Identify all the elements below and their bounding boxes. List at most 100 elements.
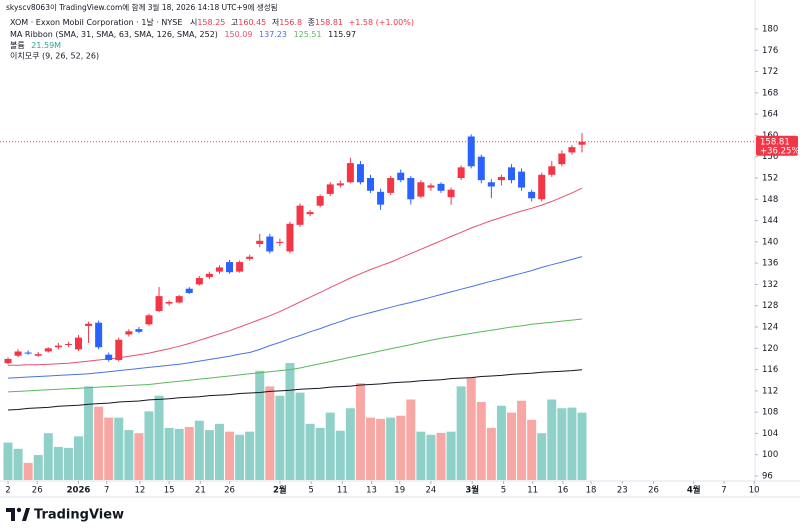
candle-body: [286, 223, 294, 252]
volume-bar: [174, 428, 184, 480]
logo-icon: [22, 508, 30, 521]
volume-bar: [255, 370, 265, 480]
candle-body: [115, 339, 123, 360]
candle-body: [548, 166, 556, 175]
x-tick-label: 24: [426, 486, 437, 496]
last-price-box: [756, 135, 798, 156]
volume-bar: [335, 430, 345, 480]
y-tick-label: 108: [762, 408, 778, 418]
candle-body: [44, 348, 52, 352]
candle-body: [236, 262, 244, 272]
candle-body: [95, 322, 103, 348]
candle-body: [54, 345, 62, 348]
volume-bar: [204, 430, 214, 480]
volume-bar: [3, 442, 13, 480]
y-tick-label: 148: [762, 195, 778, 205]
x-tick-label: 2026: [67, 486, 91, 496]
candle-body: [34, 354, 42, 356]
volume-bar: [376, 418, 386, 480]
brand: TradingView: [34, 508, 124, 523]
volume-bar: [94, 406, 104, 480]
volume-bar: [496, 405, 506, 480]
ohlc-label: 종: [308, 18, 315, 27]
candle-body: [528, 191, 536, 199]
y-tick-label: 116: [762, 365, 778, 375]
volume-bar: [164, 427, 174, 480]
ohlc-value: 158.25: [197, 18, 225, 27]
ohlc-label: 시: [190, 18, 197, 27]
volume-bar: [194, 420, 204, 480]
candle-body: [246, 256, 254, 259]
candle-body: [356, 164, 364, 183]
candle-body: [24, 352, 32, 354]
volume-bar: [396, 415, 406, 480]
candle-body: [367, 178, 375, 191]
volume-bar: [245, 431, 255, 480]
ma-line: [7, 318, 583, 393]
volume-bar: [567, 407, 577, 480]
candle-body: [14, 351, 22, 356]
volume-bar: [355, 383, 365, 480]
volume-bar: [154, 395, 164, 480]
x-tick-label: 23: [617, 486, 628, 496]
volume-bar: [63, 447, 73, 480]
volume-bar: [517, 400, 527, 480]
volume-bar: [225, 431, 235, 480]
candle-body: [175, 296, 183, 303]
candle-body: [437, 183, 445, 191]
candle-body: [256, 240, 264, 244]
volume-bar: [305, 423, 315, 480]
y-tick-label: 104: [762, 429, 778, 439]
y-tick-label: 144: [762, 216, 778, 226]
logo-icon: [6, 508, 15, 521]
logo-icon: [16, 507, 22, 513]
candle-body: [487, 182, 495, 187]
ma-title: MA Ribbon (SMA, 31, SMA, 63, SMA, 126, S…: [10, 30, 218, 39]
logo: TradingView: [6, 508, 124, 523]
volume-bar: [486, 427, 496, 480]
ma-line: MA Ribbon (SMA, 31, SMA, 63, SMA, 126, S…: [10, 30, 356, 39]
candle-body: [558, 153, 566, 165]
volume-title: 볼륨: [10, 40, 25, 50]
volume-line: 볼륨 21.59M: [10, 40, 61, 50]
ma-value: 115.97: [328, 30, 356, 39]
y-tick-label: 168: [762, 88, 778, 98]
volume-bar: [325, 412, 335, 480]
candle-body: [417, 182, 425, 197]
x-tick-label: 13: [366, 486, 377, 496]
volume-value: 21.59M: [31, 41, 61, 50]
volume-bar: [527, 419, 537, 480]
ma-value: 137.23: [259, 30, 287, 39]
volume-bar: [406, 399, 416, 480]
x-tick-label: 15: [164, 486, 175, 496]
volume-bar: [386, 417, 396, 480]
y-tick-label: 96: [762, 472, 773, 482]
volume-bar: [265, 386, 275, 480]
candle-body: [296, 205, 304, 225]
ohlc-value: 160.45: [238, 18, 266, 27]
x-tick-label: 18: [586, 486, 597, 496]
y-tick-label: 140: [762, 237, 778, 247]
candle-body: [85, 323, 93, 326]
y-tick-label: 112: [762, 386, 778, 396]
volume-bar: [426, 434, 436, 480]
y-tick-label: 180: [762, 25, 778, 35]
volume-bar: [84, 386, 94, 480]
x-tick-label: 2: [5, 486, 10, 496]
y-tick-label: 120: [762, 344, 778, 354]
candle-body: [165, 301, 173, 304]
y-tick-label: 152: [762, 174, 778, 184]
volume-bar: [436, 432, 446, 480]
candle-body: [477, 156, 485, 181]
volume-bar: [537, 433, 547, 480]
candle-body: [387, 178, 395, 193]
credit: skyscv8063이 TradingView.com에 함께 3월 18, 2…: [6, 2, 278, 12]
y-tick-label: 164: [762, 110, 778, 120]
volume-bar: [285, 363, 295, 480]
x-tick-label: 26: [224, 486, 235, 496]
volume-bar: [416, 431, 426, 480]
x-tick-label: 2월: [273, 485, 287, 496]
ohlc-label: 고: [231, 18, 238, 27]
ohlc-value: 156.8: [279, 18, 302, 27]
volume-bar: [476, 402, 486, 480]
